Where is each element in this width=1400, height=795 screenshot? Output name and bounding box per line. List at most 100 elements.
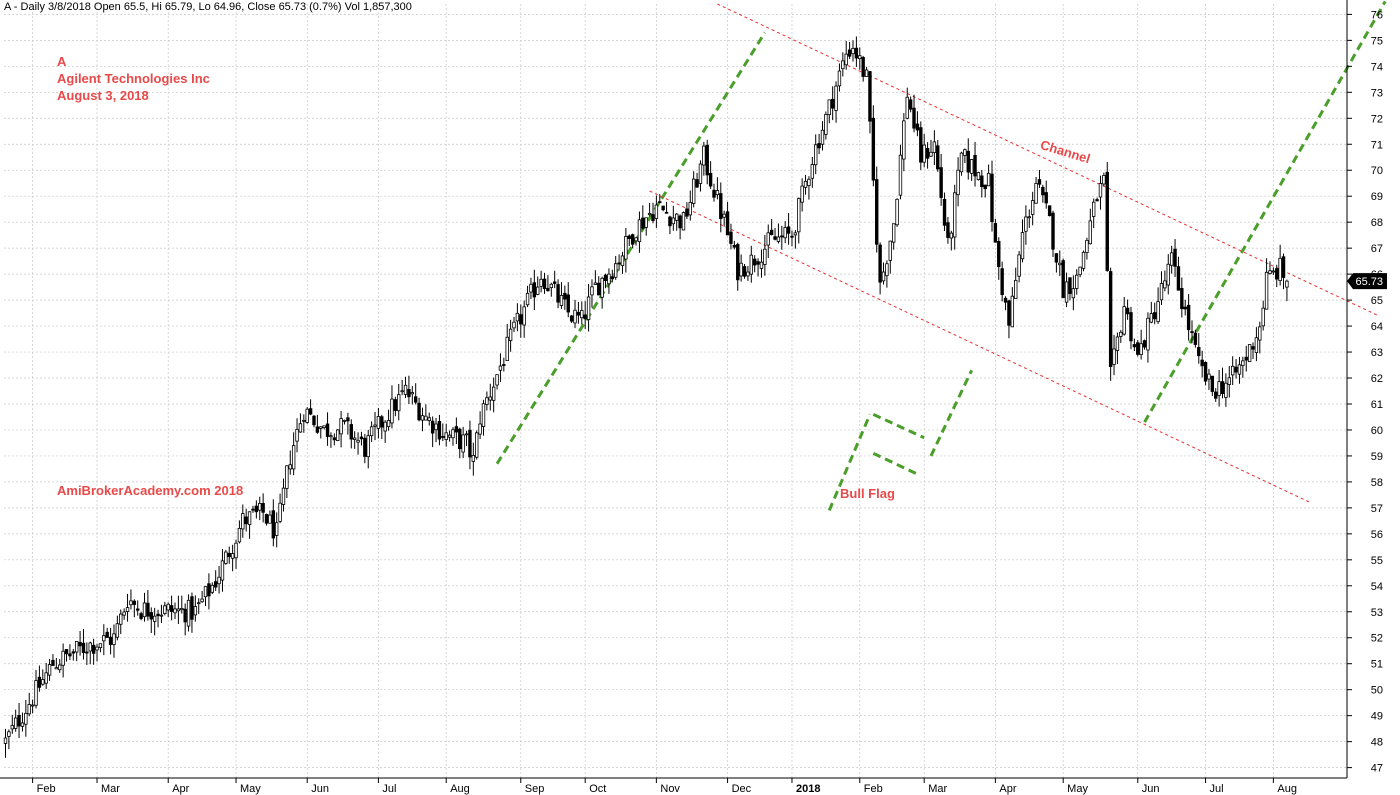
x-tick-label: Jun <box>311 783 329 795</box>
candle-body <box>1271 270 1276 273</box>
candle-body <box>230 553 235 559</box>
candle-body <box>302 419 306 422</box>
candle-body <box>1125 307 1130 315</box>
candle-body <box>830 98 835 109</box>
candle-body <box>881 271 886 282</box>
candle-body <box>1234 366 1238 373</box>
candle-body <box>383 421 387 432</box>
candle-body <box>702 145 706 166</box>
x-tick-label: Jun <box>1142 783 1160 795</box>
candle-body <box>980 175 984 187</box>
candle-body <box>1129 312 1133 342</box>
candle-body <box>810 164 815 179</box>
candle-body <box>814 144 818 166</box>
channel-line <box>717 3 1379 317</box>
candle-body <box>573 309 577 324</box>
candle-body <box>213 581 218 588</box>
candle-body <box>986 172 991 187</box>
x-tick-label: Mar <box>928 783 947 795</box>
candle-body <box>98 643 103 649</box>
candle-body <box>464 433 469 436</box>
candle-body <box>1122 306 1126 335</box>
candle-body <box>522 306 526 326</box>
x-tick-label: Jul <box>382 783 396 795</box>
x-tick-label: Sep <box>525 783 545 795</box>
candle-body <box>71 651 75 654</box>
y-tick-label: 67 <box>1371 243 1383 255</box>
candle-body <box>485 397 489 405</box>
candle-body <box>929 151 933 157</box>
candle-body <box>786 226 791 234</box>
candle-body <box>732 244 737 248</box>
candle-body <box>841 60 845 70</box>
x-tick-label: May <box>240 783 261 795</box>
candle-body <box>1268 270 1272 275</box>
candle-body <box>790 235 794 238</box>
candle-body <box>332 437 337 441</box>
candle-body <box>885 263 889 277</box>
candle-body <box>997 240 1001 267</box>
candle-body <box>783 227 787 239</box>
candle-body <box>1200 359 1204 367</box>
candle-body <box>207 583 211 597</box>
candle-body <box>932 141 937 153</box>
candle-body <box>990 173 994 223</box>
y-tick-label: 61 <box>1371 399 1383 411</box>
candle-body <box>339 418 343 435</box>
candle-body <box>30 704 35 707</box>
candle-body <box>1190 331 1194 333</box>
y-tick-label: 56 <box>1371 529 1383 541</box>
candle-body <box>403 384 408 395</box>
candle-body <box>129 600 133 606</box>
candle-body <box>1098 183 1103 198</box>
y-tick-label: 53 <box>1371 607 1383 619</box>
candle-body <box>729 231 733 244</box>
candle-body <box>1108 271 1113 367</box>
candle-body <box>627 235 631 239</box>
candle-body <box>1163 280 1167 289</box>
candle-body <box>685 208 689 217</box>
candle-body <box>1051 212 1055 250</box>
candle-body <box>542 278 547 290</box>
candle-body <box>393 399 398 411</box>
candle-body <box>281 487 286 505</box>
x-tick-label: Apr <box>999 783 1016 795</box>
candle-body <box>1254 337 1259 353</box>
candle-body <box>1024 216 1028 232</box>
candle-body <box>1241 360 1245 366</box>
candle-body <box>654 204 659 219</box>
candle-body <box>620 255 625 266</box>
candle-body <box>149 612 153 620</box>
candle-body <box>197 602 201 605</box>
candle-body <box>295 429 299 442</box>
candle-body <box>37 676 42 688</box>
candle-body <box>1166 263 1170 286</box>
candle-body <box>793 232 798 236</box>
candle-body <box>1176 266 1181 291</box>
candle-body <box>759 261 764 269</box>
candle-body <box>217 576 221 585</box>
candle-body <box>173 608 177 614</box>
candle-body <box>447 434 452 438</box>
candle-body <box>1034 183 1038 204</box>
candle-body <box>1214 391 1218 399</box>
candle-body <box>1071 288 1076 299</box>
candle-body <box>925 148 930 159</box>
candle-body <box>1142 340 1147 348</box>
candle-body <box>105 631 109 638</box>
candle-body <box>739 262 743 277</box>
candle-body <box>78 642 82 647</box>
candle-body <box>603 274 608 282</box>
trend-line <box>929 369 974 457</box>
y-tick-label: 76 <box>1371 9 1383 21</box>
chart-grid <box>4 4 1347 778</box>
candle-body <box>498 365 503 371</box>
candle-body <box>695 179 699 188</box>
candle-body <box>539 278 543 287</box>
candle-body <box>68 653 72 657</box>
trend-line <box>872 413 925 440</box>
candle-body <box>190 596 194 620</box>
candle-body <box>74 640 79 653</box>
candle-body <box>691 178 696 204</box>
